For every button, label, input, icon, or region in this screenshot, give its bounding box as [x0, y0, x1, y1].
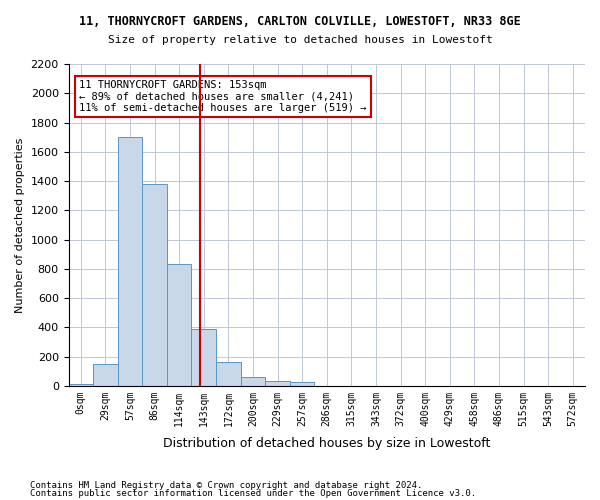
- Bar: [142, 184, 167, 386]
- Bar: [118, 137, 142, 386]
- Bar: [241, 377, 265, 386]
- Text: Size of property relative to detached houses in Lowestoft: Size of property relative to detached ho…: [107, 35, 493, 45]
- Bar: [167, 264, 191, 386]
- X-axis label: Distribution of detached houses by size in Lowestoft: Distribution of detached houses by size …: [163, 437, 490, 450]
- Text: 11 THORNYCROFT GARDENS: 153sqm
← 89% of detached houses are smaller (4,241)
11% : 11 THORNYCROFT GARDENS: 153sqm ← 89% of …: [79, 80, 367, 114]
- Text: 11, THORNYCROFT GARDENS, CARLTON COLVILLE, LOWESTOFT, NR33 8GE: 11, THORNYCROFT GARDENS, CARLTON COLVILL…: [79, 15, 521, 28]
- Bar: [265, 382, 290, 386]
- Bar: [68, 384, 93, 386]
- Bar: [290, 382, 314, 386]
- Bar: [216, 362, 241, 386]
- Text: Contains HM Land Registry data © Crown copyright and database right 2024.: Contains HM Land Registry data © Crown c…: [30, 481, 422, 490]
- Y-axis label: Number of detached properties: Number of detached properties: [15, 137, 25, 312]
- Bar: [93, 364, 118, 386]
- Text: Contains public sector information licensed under the Open Government Licence v3: Contains public sector information licen…: [30, 488, 476, 498]
- Bar: [191, 328, 216, 386]
